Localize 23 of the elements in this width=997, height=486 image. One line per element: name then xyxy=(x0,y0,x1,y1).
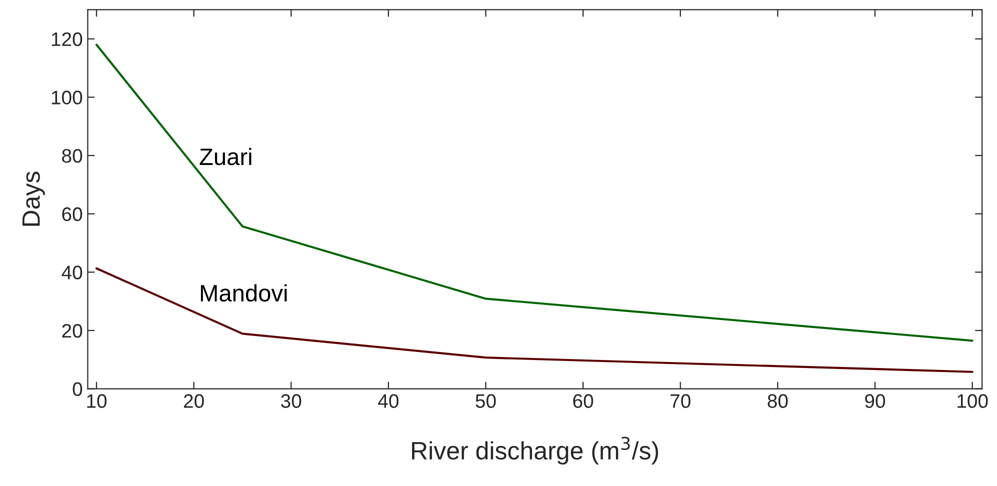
series-label: Mandovi xyxy=(200,284,287,302)
y-tick-label: 120 xyxy=(52,32,82,46)
x-tick-label: 50 xyxy=(476,394,496,408)
x-tick-label: 30 xyxy=(281,394,302,408)
x-tick-label: 40 xyxy=(378,394,398,408)
x-tick-label: 100 xyxy=(958,394,988,408)
series-label: Zuari xyxy=(200,148,252,166)
x-tick-label: 20 xyxy=(184,394,204,408)
line-series xyxy=(95,44,974,342)
x-tick-label: 80 xyxy=(768,394,788,408)
x-axis-title: River discharge (m$^{3}$/s) xyxy=(412,436,658,465)
y-tick-label: 0 xyxy=(72,382,82,396)
y-tick-label: 80 xyxy=(62,148,82,163)
x-tick-label: 90 xyxy=(865,394,886,408)
y-tick-label: 100 xyxy=(52,90,82,104)
y-axis-title: Days xyxy=(22,172,45,226)
x-tick-label: 70 xyxy=(670,394,690,408)
x-tick-label: 60 xyxy=(573,394,594,408)
line-series xyxy=(95,267,974,373)
y-tick-label: 60 xyxy=(62,207,82,222)
y-tick-label: 20 xyxy=(62,324,82,338)
x-tick-label: 10 xyxy=(87,394,107,408)
y-tick-label: 40 xyxy=(62,266,82,280)
